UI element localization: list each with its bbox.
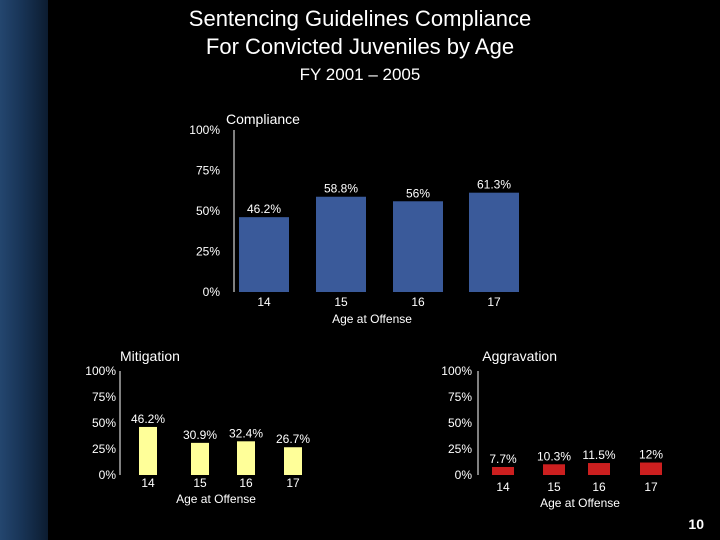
aggravation-y-tick-label: 100% <box>441 364 472 378</box>
compliance-chart-title: Compliance <box>226 111 300 127</box>
mitigation-y-tick-label: 25% <box>92 442 116 456</box>
compliance-data-label: 58.8% <box>324 182 358 196</box>
aggravation-x-axis-label: Age at Offense <box>540 496 620 510</box>
compliance-data-label: 56% <box>406 186 430 200</box>
slide-subtitle: FY 2001 – 2005 <box>299 65 421 84</box>
compliance-x-tick-label: 15 <box>334 295 348 309</box>
aggravation-x-tick-label: 16 <box>592 480 606 494</box>
mitigation-data-label: 26.7% <box>276 432 310 446</box>
aggravation-x-tick-label: 15 <box>547 480 561 494</box>
aggravation-data-label: 10.3% <box>537 449 571 463</box>
aggravation-data-label: 7.7% <box>489 452 517 466</box>
compliance-y-tick-label: 25% <box>196 245 220 259</box>
compliance-bar <box>239 217 289 292</box>
compliance-x-tick-label: 16 <box>411 295 425 309</box>
compliance-y-tick-label: 50% <box>196 204 220 218</box>
aggravation-bar <box>492 466 514 475</box>
compliance-y-tick-label: 100% <box>189 123 220 137</box>
page-number: 10 <box>688 516 704 532</box>
compliance-data-label: 61.3% <box>477 178 511 192</box>
slide-title-line1: Sentencing Guidelines Compliance <box>188 6 532 31</box>
mitigation-bar <box>139 426 157 475</box>
aggravation-x-tick-label: 14 <box>496 480 510 494</box>
compliance-bar <box>316 196 366 292</box>
compliance-x-axis-label: Age at Offense <box>332 312 412 326</box>
mitigation-y-tick-label: 75% <box>92 390 116 404</box>
aggravation-y-tick-label: 0% <box>455 468 473 482</box>
mitigation-bar <box>191 442 209 475</box>
aggravation-chart-title: Aggravation <box>482 348 557 364</box>
aggravation-bar <box>588 463 610 475</box>
compliance-x-tick-label: 17 <box>487 295 501 309</box>
compliance-y-tick-label: 75% <box>196 164 220 178</box>
aggravation-y-tick-label: 75% <box>448 390 472 404</box>
mitigation-x-tick-label: 16 <box>239 476 253 490</box>
mitigation-data-label: 46.2% <box>131 412 165 426</box>
compliance-bar <box>393 201 443 292</box>
mitigation-x-tick-label: 14 <box>141 476 155 490</box>
mitigation-bar <box>284 447 302 475</box>
compliance-bar <box>469 192 519 292</box>
aggravation-bar <box>640 462 662 475</box>
compliance-data-label: 46.2% <box>247 202 281 216</box>
mitigation-x-axis-label: Age at Offense <box>176 492 256 506</box>
aggravation-data-label: 12% <box>639 448 663 462</box>
aggravation-y-tick-label: 50% <box>448 416 472 430</box>
mitigation-bar <box>237 441 255 475</box>
mitigation-y-tick-label: 0% <box>99 468 117 482</box>
aggravation-y-tick-label: 25% <box>448 442 472 456</box>
mitigation-y-tick-label: 50% <box>92 416 116 430</box>
slide-title-line2: For Convicted Juveniles by Age <box>205 34 515 59</box>
mitigation-data-label: 32.4% <box>229 426 263 440</box>
mitigation-x-tick-label: 15 <box>193 476 207 490</box>
compliance-y-tick-label: 0% <box>203 285 221 299</box>
side-accent-bar <box>0 0 48 540</box>
mitigation-y-tick-label: 100% <box>85 364 116 378</box>
mitigation-chart-title: Mitigation <box>120 348 180 364</box>
aggravation-data-label: 11.5% <box>582 448 615 462</box>
mitigation-x-tick-label: 17 <box>286 476 300 490</box>
compliance-x-tick-label: 14 <box>257 295 271 309</box>
aggravation-x-tick-label: 17 <box>644 480 658 494</box>
aggravation-bar <box>543 464 565 475</box>
mitigation-data-label: 30.9% <box>183 428 217 442</box>
